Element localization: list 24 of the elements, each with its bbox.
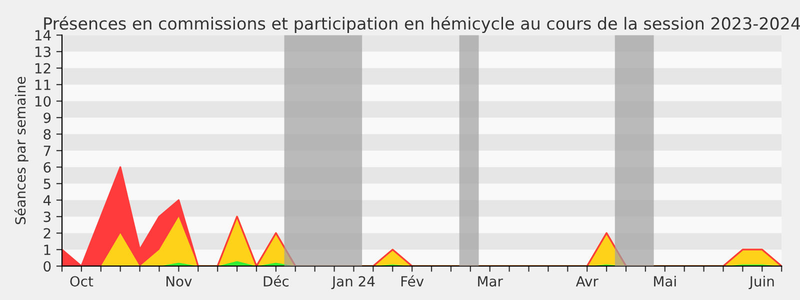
- y-tick-label: 5: [44, 178, 50, 190]
- x-tick-label: Mai: [654, 276, 676, 287]
- x-tick-label: Déc: [264, 275, 289, 287]
- y-tick-label: 0: [44, 261, 51, 272]
- y-tick-label: 11: [35, 80, 50, 90]
- x-tick-label: Nov: [166, 276, 192, 287]
- x-tick-label: Jan 24: [331, 276, 375, 290]
- y-tick-label: 13: [35, 46, 50, 58]
- y-tick-label: 7: [44, 146, 50, 156]
- y-tick-label: 2: [44, 228, 50, 238]
- y-tick-label: 3: [44, 212, 50, 222]
- y-tick-label: 12: [35, 63, 50, 74]
- y-tick-label: 8: [44, 129, 51, 140]
- y-tick-label: 9: [44, 112, 51, 124]
- y-tick-label: 1: [44, 244, 50, 255]
- x-tick-label: Mar: [478, 276, 503, 287]
- x-tick-label: Oct: [70, 276, 94, 287]
- y-axis-title: Séances par semaine: [14, 76, 28, 224]
- x-tick-label: Juin: [748, 276, 774, 290]
- x-tick-label: Fév: [401, 275, 424, 287]
- x-tick-label: Avr: [576, 276, 598, 286]
- y-tick-label: 10: [35, 96, 51, 107]
- y-tick-label: 6: [44, 162, 51, 173]
- y-tick-label: 4: [43, 195, 51, 206]
